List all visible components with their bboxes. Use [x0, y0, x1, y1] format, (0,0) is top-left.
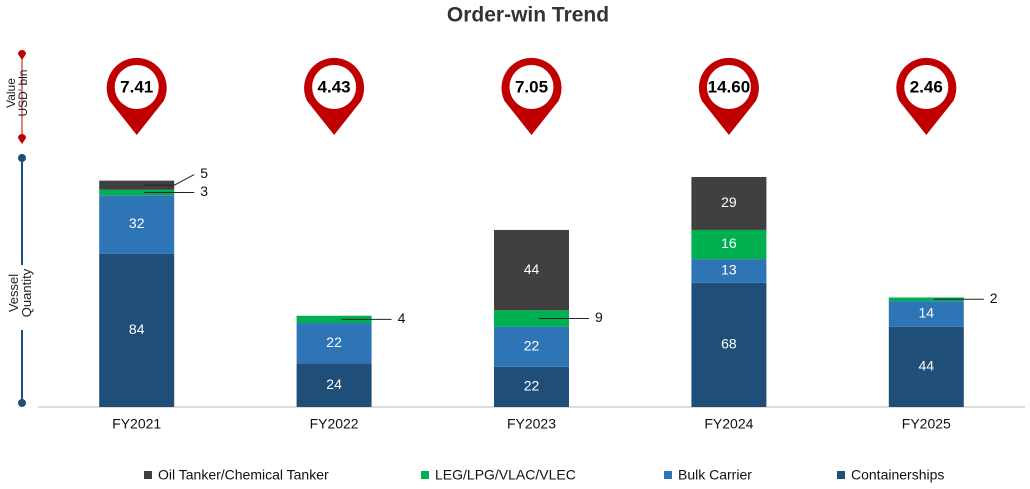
bar-segment [888, 297, 964, 302]
bar-segment [494, 326, 569, 367]
data-label: 84 [129, 321, 145, 337]
pin-hole [706, 65, 751, 109]
pin-hole [114, 65, 159, 109]
pin-hole [312, 65, 357, 109]
data-label: 14 [919, 305, 935, 321]
quantity-axis-label: Vessel Quantity [6, 268, 34, 318]
legend-label: Bulk Carrier [678, 467, 752, 483]
data-label: 44 [919, 358, 935, 374]
legend-swatch [421, 471, 429, 479]
bar-segment [888, 326, 964, 407]
x-tick-label: FY2023 [507, 416, 556, 432]
x-tick-label: FY2022 [310, 416, 359, 432]
bar-segment [888, 301, 964, 327]
chart-title: Order-win Trend [447, 4, 609, 27]
legend-label: Oil Tanker/Chemical Tanker [158, 467, 329, 483]
data-label: 4 [398, 310, 406, 326]
value-axis-pin [18, 134, 26, 144]
data-label: 22 [326, 334, 342, 350]
x-tick-label: FY2021 [112, 416, 161, 432]
data-label: 16 [721, 235, 737, 251]
bar-segment [296, 323, 372, 364]
bar-segment [99, 189, 175, 196]
data-label: 5 [200, 165, 208, 181]
data-label: 29 [721, 194, 737, 210]
data-label: 32 [129, 215, 145, 231]
value-pin: 14.60 [698, 57, 759, 136]
pin-label: 7.05 [515, 77, 548, 96]
bar-segment [296, 315, 372, 324]
data-label: 24 [326, 376, 342, 392]
legend-label: Containerships [851, 467, 944, 483]
pin-label: 2.46 [910, 77, 943, 96]
bar-segment [296, 363, 372, 407]
data-label: 68 [721, 336, 737, 352]
value-axis-label: Value USD' bln [4, 69, 30, 117]
data-label: 22 [524, 337, 540, 353]
bar-segment [99, 253, 175, 407]
data-label: 2 [990, 290, 998, 306]
data-label: 9 [595, 309, 603, 325]
pin-hole [904, 65, 949, 109]
data-label: 22 [524, 378, 540, 394]
value-pin: 7.41 [106, 57, 167, 136]
value-pin: 7.05 [501, 57, 562, 136]
bar-segment [691, 177, 767, 230]
pin-hole [509, 65, 554, 109]
legend-swatch [144, 471, 152, 479]
bar-segment [494, 310, 569, 327]
bar-segment [691, 229, 767, 260]
data-label: 44 [524, 261, 540, 277]
legend-swatch [664, 471, 672, 479]
bar-segment [494, 229, 569, 311]
pin-label: 7.41 [120, 77, 153, 96]
bar-segment [691, 282, 767, 407]
bar-segment [99, 180, 175, 190]
value-pin: 2.46 [896, 57, 957, 135]
data-label: 13 [721, 262, 737, 278]
legend-label: LEG/LPG/VLAC/VLEC [435, 467, 576, 483]
axis-dot [18, 399, 26, 407]
bar-segment [691, 259, 767, 283]
x-tick-label: FY2025 [902, 416, 951, 432]
legend-swatch [837, 471, 845, 479]
bar-segment [99, 195, 175, 254]
data-label: 3 [200, 183, 208, 199]
pin-label: 14.60 [708, 77, 751, 96]
x-tick-label: FY2024 [704, 416, 753, 432]
pin-label: 4.43 [318, 77, 351, 96]
bar-segment [494, 366, 569, 407]
value-axis-pin [18, 50, 26, 60]
value-pin: 4.43 [304, 57, 365, 136]
axis-dot [18, 154, 26, 162]
leader-line [144, 174, 195, 186]
